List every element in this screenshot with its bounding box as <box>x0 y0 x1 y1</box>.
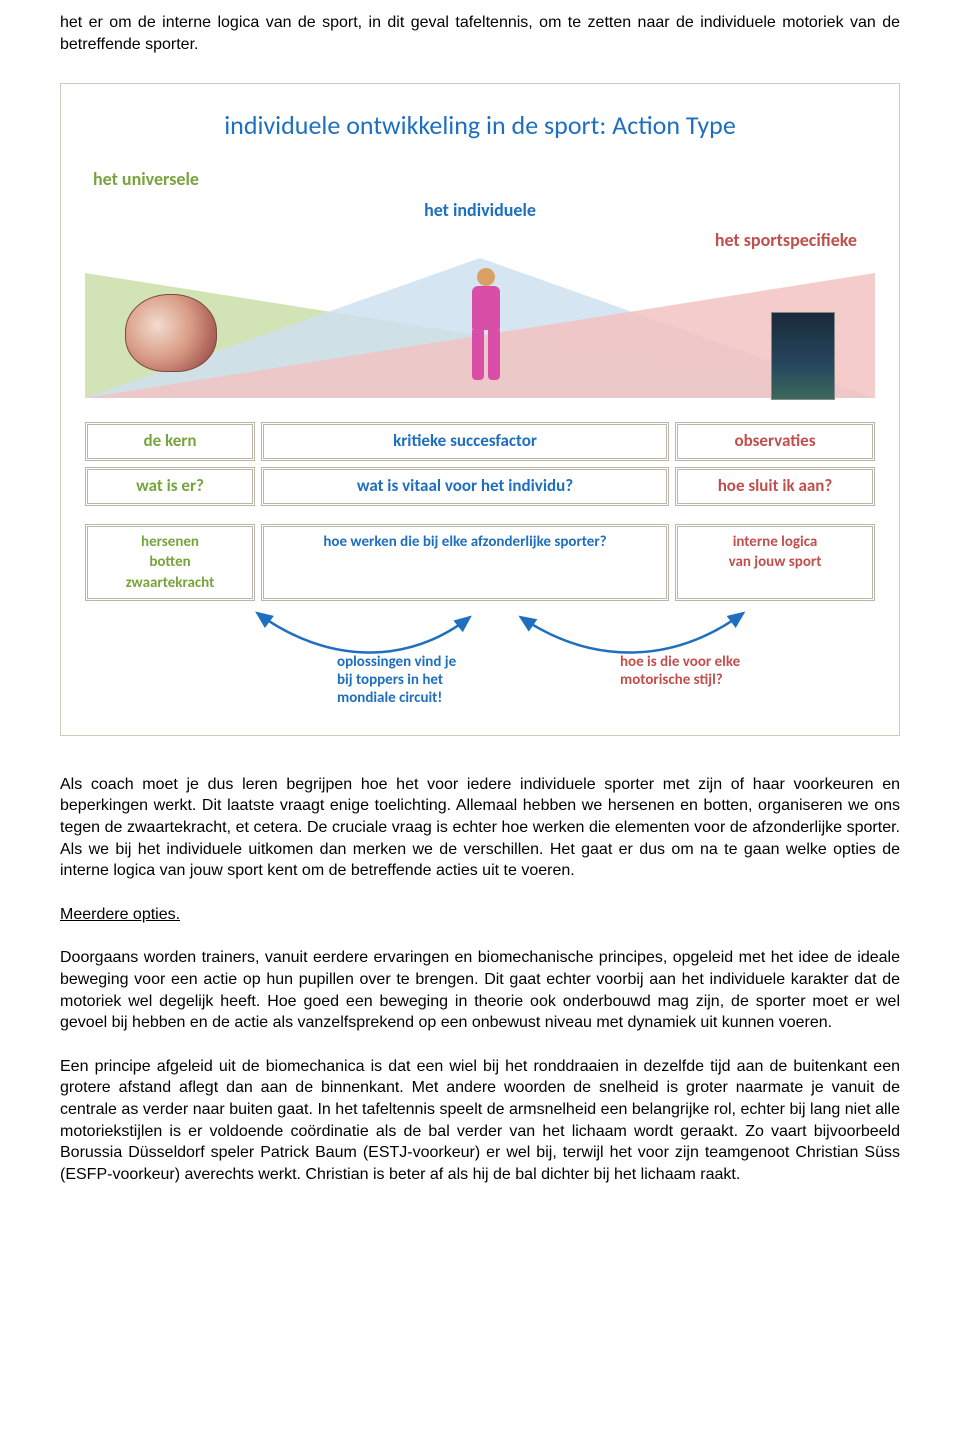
intro-paragraph: het er om de interne logica van de sport… <box>60 12 900 55</box>
diagram-container: individuele ontwikkeling in de sport: Ac… <box>60 83 900 736</box>
arrow-right <box>521 613 744 653</box>
cell-r2c1: wat is er? <box>85 467 255 506</box>
paragraph-3: Een principe afgeleid uit de biomechanic… <box>60 1056 900 1186</box>
sport-photo-icon <box>771 312 835 400</box>
paragraph-1: Als coach moet je dus leren begrijpen ho… <box>60 774 900 882</box>
cell-r2c3: hoe sluit ik aan? <box>675 467 875 506</box>
diagram-table: de kern kritieke succesfactor observatie… <box>85 422 875 506</box>
cell-r1c3: observaties <box>675 422 875 461</box>
diagram-title: individuele ontwikkeling in de sport: Ac… <box>85 108 875 143</box>
paragraph-2: Doorgaans worden trainers, vanuit eerder… <box>60 947 900 1033</box>
triangles-graphic <box>85 258 875 408</box>
cell-r2c2: wat is vitaal voor het individu? <box>261 467 669 506</box>
cell-r1c1: de kern <box>85 422 255 461</box>
label-universal: het universele <box>93 167 875 191</box>
extra-c2: hoe werken die bij elke afzonderlijke sp… <box>261 524 669 601</box>
diagram-extra-row: hersenen botten zwaartekracht hoe werken… <box>85 524 875 601</box>
cell-r1c2: kritieke succesfactor <box>261 422 669 461</box>
caption-left: oplossingen vind je bij toppers in het m… <box>337 653 456 707</box>
caption-right: hoe is die voor elke motorische stijl? <box>620 653 740 689</box>
extra-c1: hersenen botten zwaartekracht <box>85 524 255 601</box>
label-individual: het individuele <box>85 198 875 222</box>
section-heading: Meerdere opties. <box>60 904 900 926</box>
brain-icon <box>125 294 217 372</box>
label-sport: het sportspecifieke <box>85 228 857 252</box>
arrow-left <box>257 613 470 653</box>
arrows-svg <box>85 605 875 705</box>
extra-c3: interne logica van jouw sport <box>675 524 875 601</box>
arrows-row: oplossingen vind je bij toppers in het m… <box>85 605 875 705</box>
human-figure-icon <box>463 268 509 388</box>
